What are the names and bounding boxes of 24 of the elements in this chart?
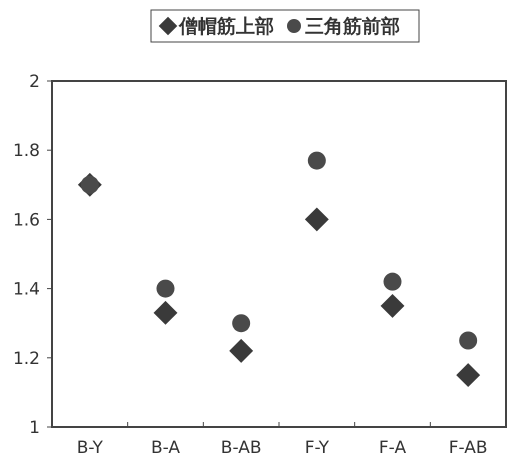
- y-tick-label: 1.6: [12, 210, 40, 230]
- point: [156, 280, 174, 298]
- point: [384, 272, 402, 291]
- point: [304, 207, 329, 232]
- y-tick-label: 1: [29, 418, 40, 438]
- y-tick-label: 1.2: [12, 348, 40, 369]
- point: [380, 294, 404, 318]
- point: [154, 300, 178, 325]
- point: [456, 363, 480, 388]
- point: [232, 314, 250, 332]
- legend-label: 僧帽筋上部: [178, 16, 274, 38]
- y-tick-label: 2: [29, 72, 40, 92]
- y-tick-label: 1.8: [12, 141, 40, 162]
- x-tick-label: F-AB: [448, 438, 488, 458]
- point: [229, 338, 254, 363]
- x-tick-label: B-A: [150, 438, 180, 458]
- point: [459, 332, 478, 350]
- x-tick-label: B-Y: [76, 438, 104, 458]
- x-tick-label: F-A: [378, 438, 406, 458]
- legend-label: 三角筋前部: [305, 16, 400, 38]
- y-tick-label: 1.4: [12, 280, 40, 300]
- x-tick-label: F-Y: [304, 438, 330, 458]
- x-tick-label: B-AB: [220, 438, 262, 458]
- point: [308, 152, 326, 170]
